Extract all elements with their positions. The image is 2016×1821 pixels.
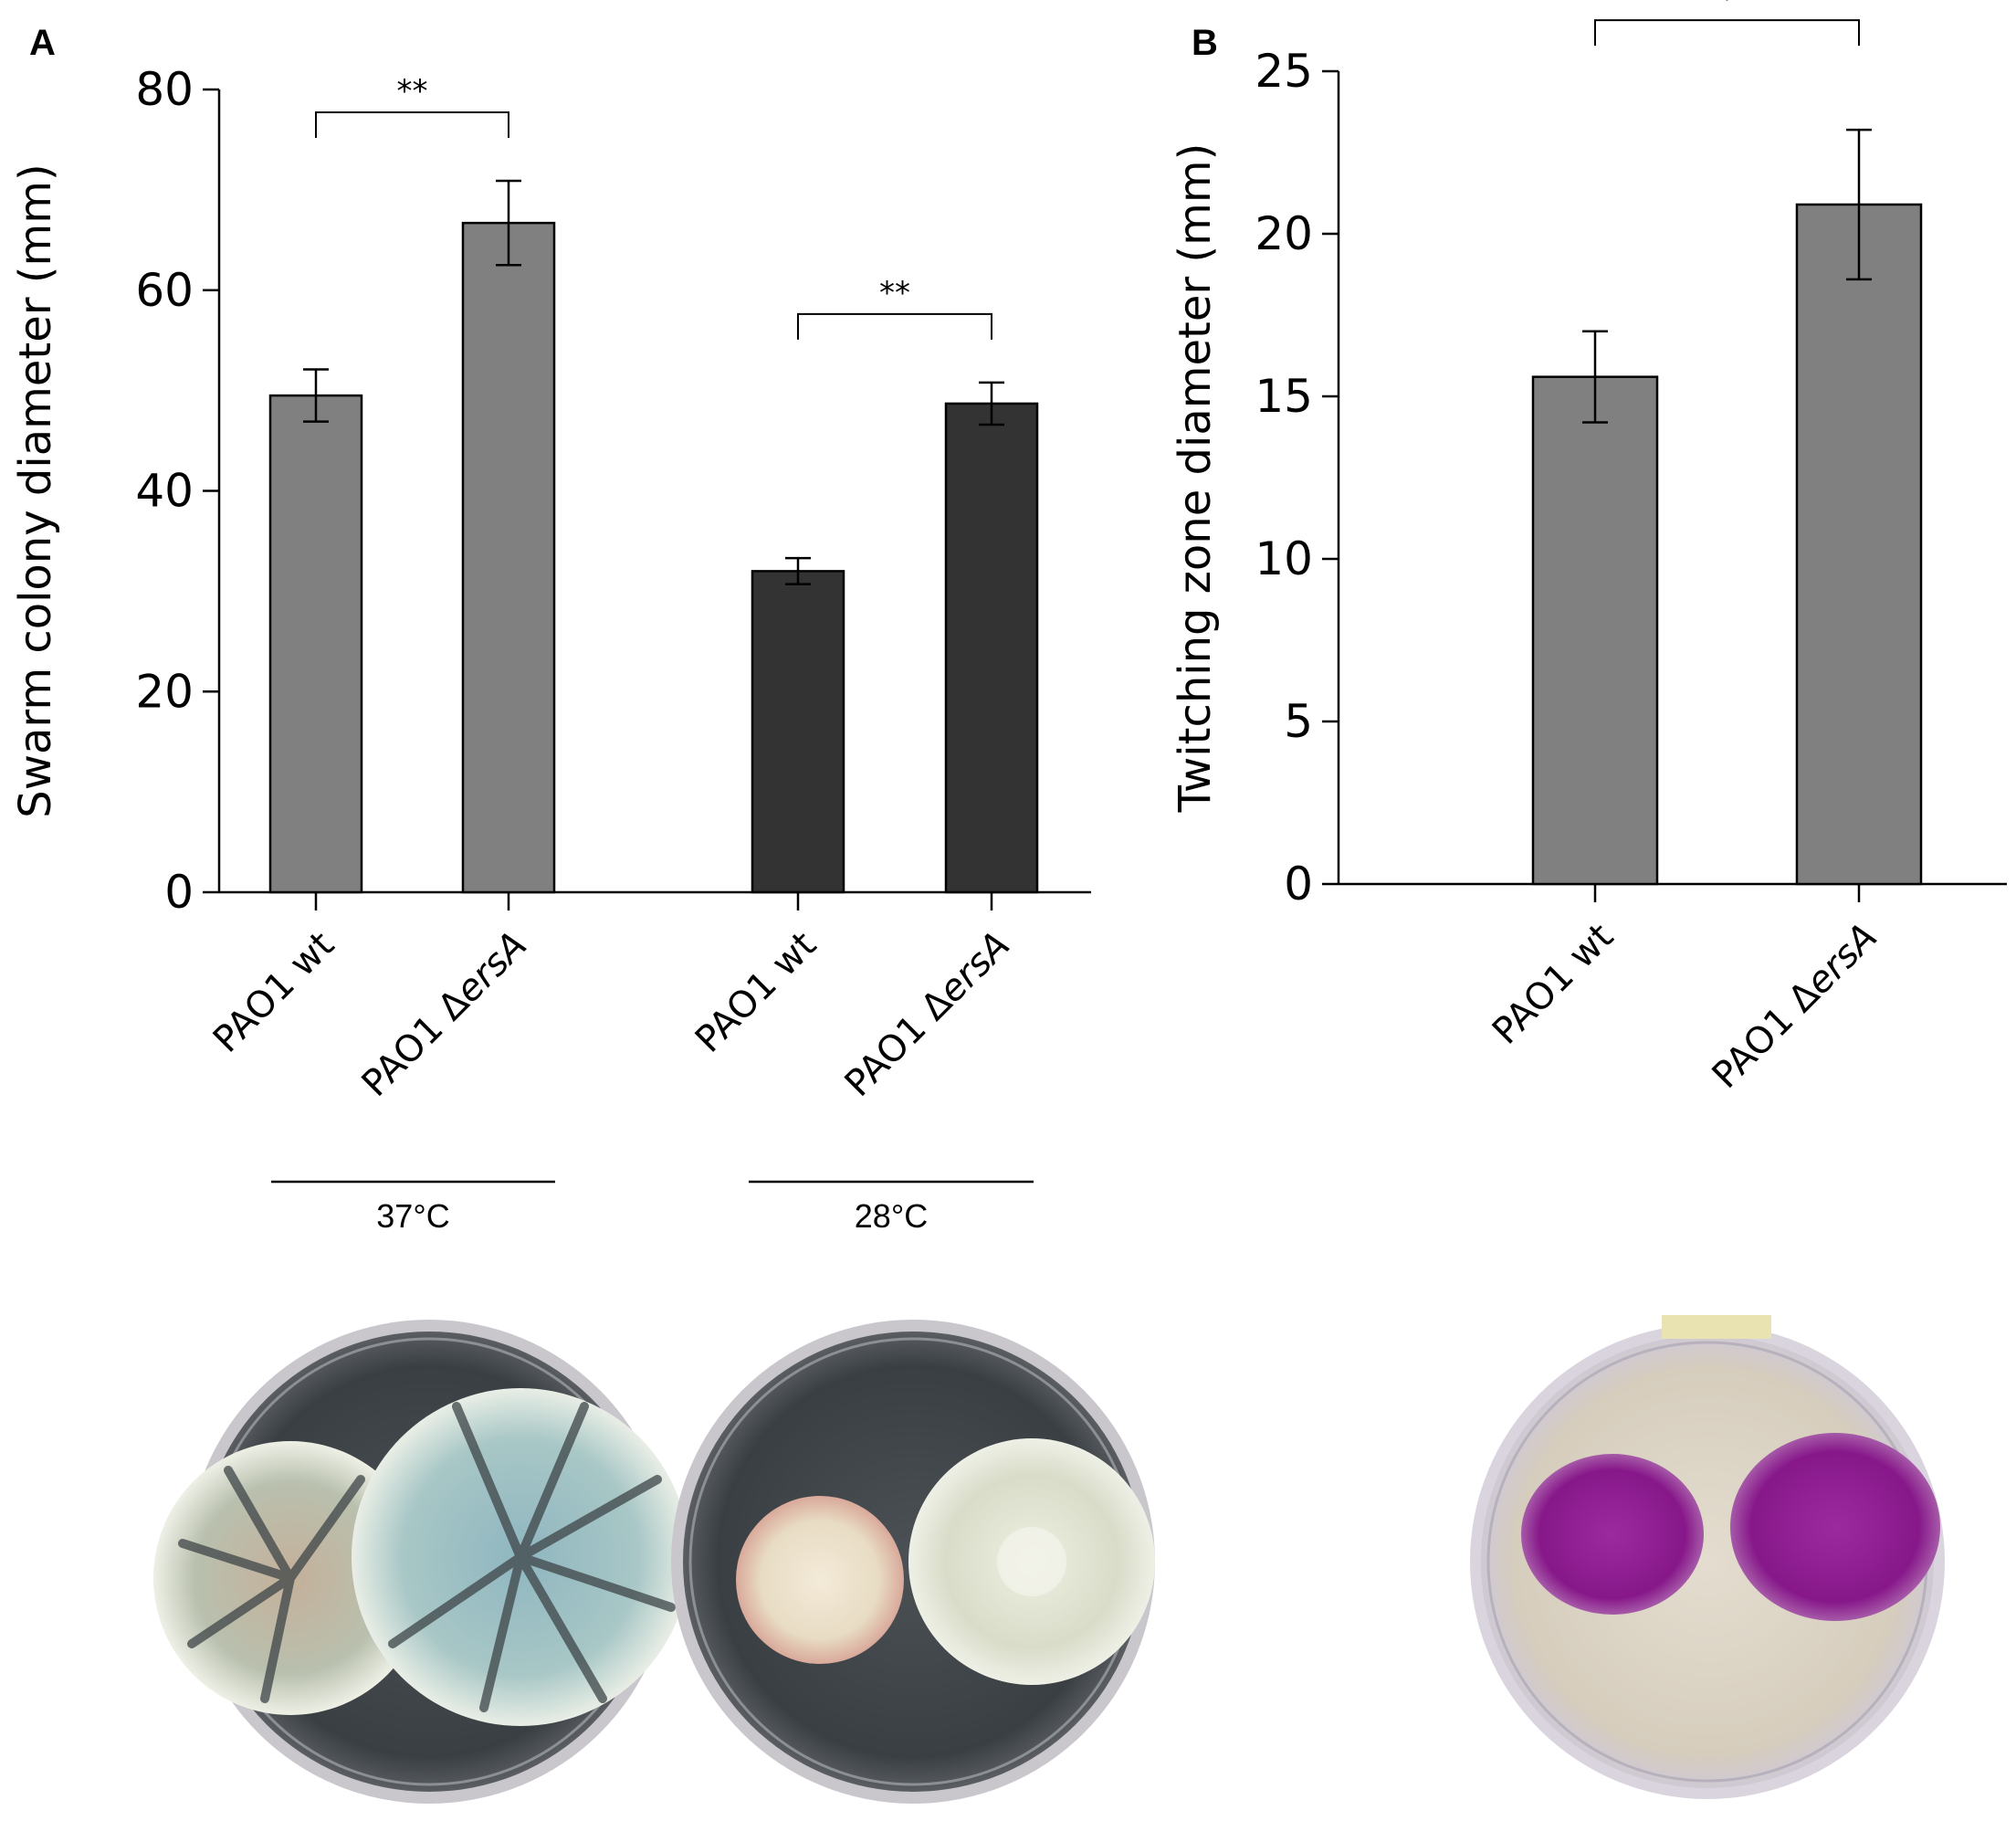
twitching-plate-photo <box>1470 1315 1945 1799</box>
twitching-zone-wt <box>1521 1454 1704 1615</box>
significance-label: * <box>1719 0 1735 17</box>
significance-label: ** <box>397 73 428 110</box>
y-tick-label: 15 <box>1255 370 1313 423</box>
bar <box>944 402 1039 894</box>
significance-label: ** <box>879 275 910 311</box>
y-tick-label: 0 <box>1284 858 1313 910</box>
group-label: 28°C <box>855 1197 928 1235</box>
significance-bracket <box>797 312 992 340</box>
bar <box>461 221 556 894</box>
x-tick-label: PAO1 ΔersA <box>354 924 535 1105</box>
group-label: 37°C <box>376 1197 449 1235</box>
y-tick-label: 25 <box>1255 45 1313 98</box>
panel-b-letter: B <box>1192 23 1218 63</box>
swarm-plate-37c-photo <box>153 1320 689 1804</box>
significance-bracket <box>1594 19 1860 47</box>
swarm-plate-28c-photo <box>671 1320 1155 1804</box>
label-tape <box>1662 1315 1771 1339</box>
colony-center <box>997 1527 1066 1596</box>
y-tick-label: 60 <box>135 264 194 317</box>
bar <box>1795 203 1923 886</box>
panel-a-plot: 0 20 40 60 80 Swarm colony diameter (mm) PAO1 … <box>10 63 1091 1235</box>
y-tick-label: 20 <box>135 665 194 718</box>
x-tick-label: PAO1 ΔersA <box>837 924 1018 1105</box>
panel-b-plot: 0 5 10 15 20 25 Twitching zone diameter (mm) PA… <box>1170 0 2007 1097</box>
bar <box>1531 375 1659 886</box>
bar <box>268 394 363 894</box>
y-tick-label: 40 <box>135 465 194 518</box>
x-tick-label: PAO1 wt <box>205 924 342 1061</box>
twitching-zone-mutant <box>1730 1433 1940 1621</box>
y-axis-title: Twitching zone diameter (mm) <box>1170 143 1221 814</box>
bar <box>751 570 845 894</box>
y-tick-label: 20 <box>1255 207 1313 260</box>
y-tick-label: 10 <box>1255 532 1313 585</box>
x-tick-label: PAO1 wt <box>688 924 824 1061</box>
swarm-tendril-gaps <box>178 1402 676 1712</box>
x-tick-label: PAO1 wt <box>1485 916 1622 1053</box>
y-tick-label: 5 <box>1284 695 1313 748</box>
x-tick-label: PAO1 ΔersA <box>1705 916 1885 1097</box>
panel-a-chart: A 0 20 40 60 80 Swarm colony diameter (mm) PAO… <box>10 23 1091 1235</box>
y-tick-label: 80 <box>135 63 194 116</box>
y-axis-title: Swarm colony diameter (mm) <box>10 163 61 817</box>
significance-bracket <box>315 111 509 138</box>
panel-a-letter: A <box>29 23 56 63</box>
y-tick-label: 0 <box>164 866 194 919</box>
swarm-colony-wt <box>736 1496 904 1664</box>
panel-b-chart: B 0 5 10 15 20 25 Twitching zone diameter (mm)… <box>1170 0 2007 1097</box>
